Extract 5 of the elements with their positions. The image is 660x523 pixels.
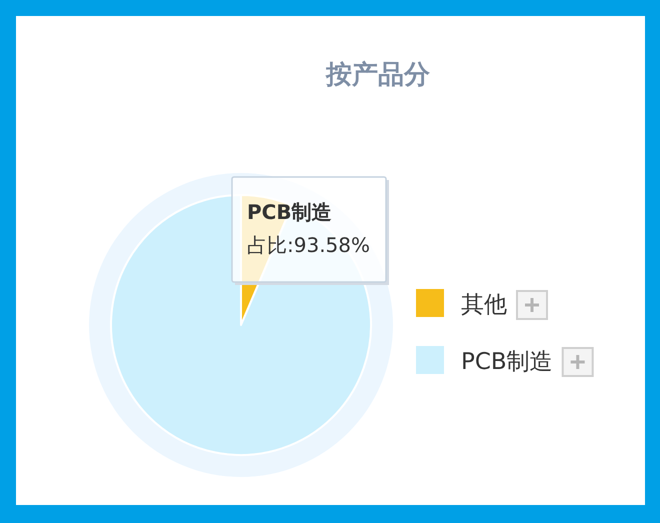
tooltip-text: 占比:93.58% xyxy=(247,233,370,257)
tooltip-title: PCB制造 xyxy=(247,200,332,224)
legend-label: 其他 xyxy=(461,292,507,318)
legend-label: PCB制造 xyxy=(461,349,553,375)
chart-title: 按产品分 xyxy=(325,60,431,90)
